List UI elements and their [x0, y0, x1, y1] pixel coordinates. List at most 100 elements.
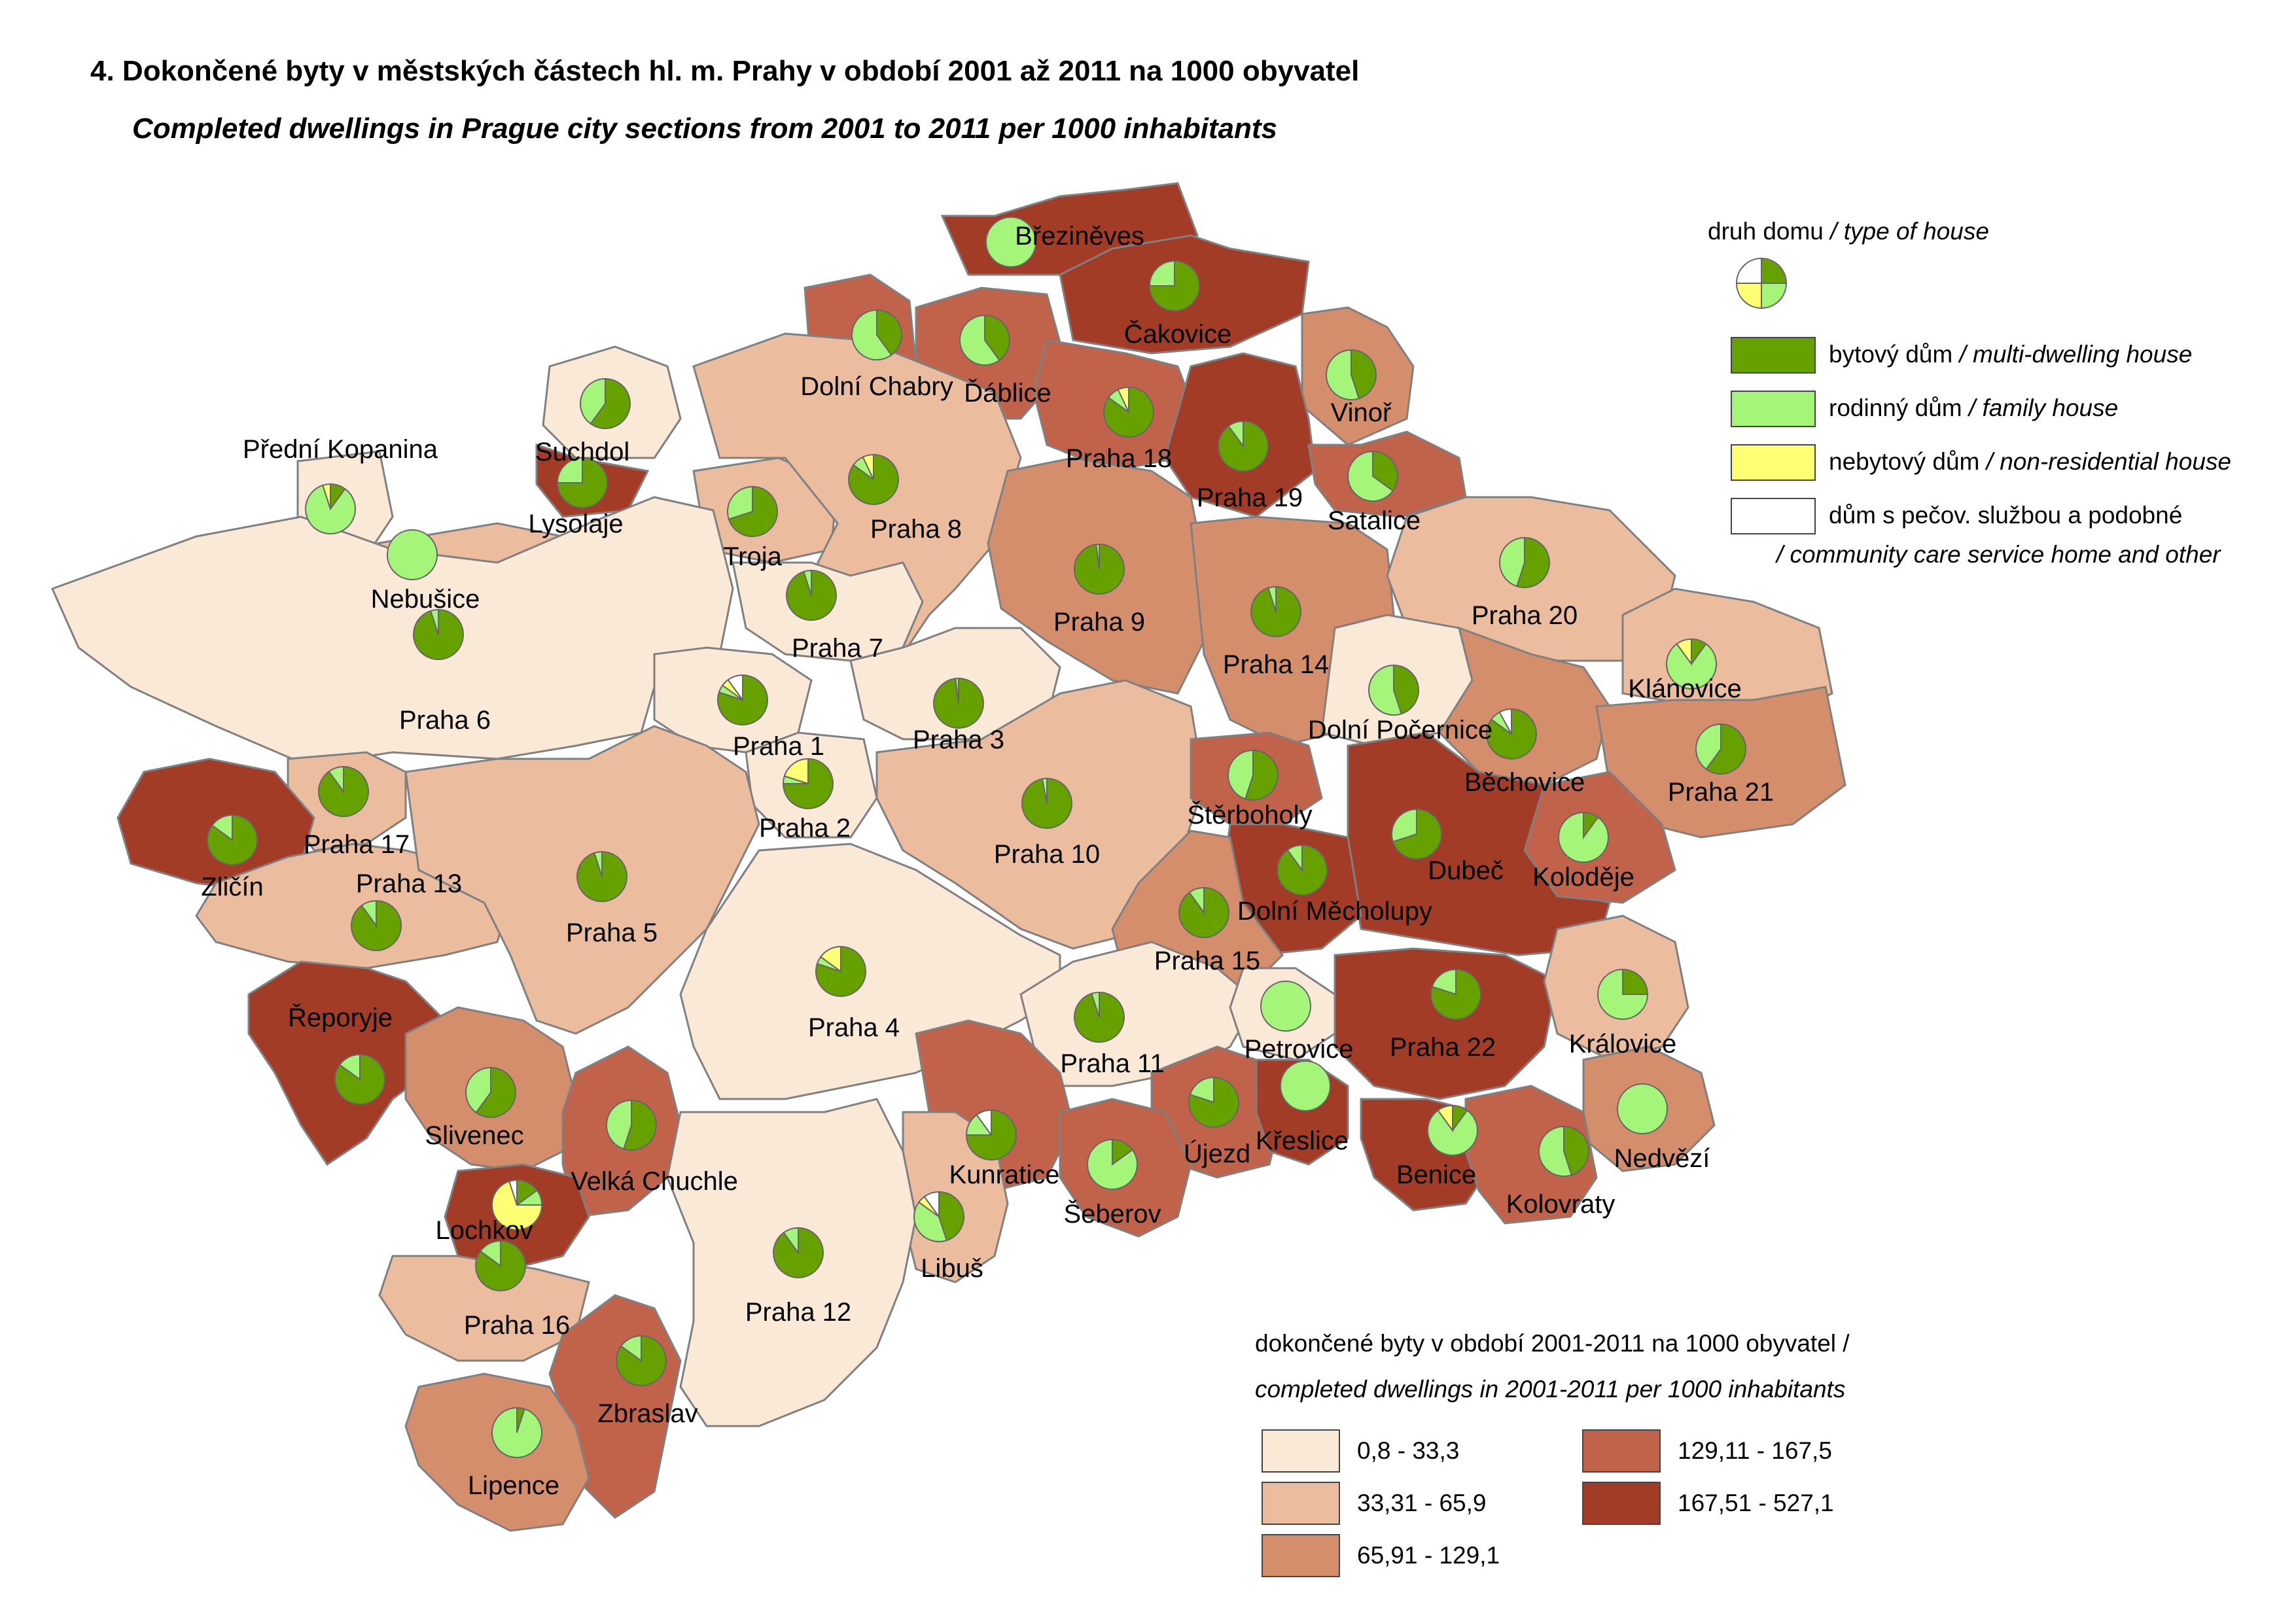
pie-slivenec-multi-slice: [475, 1066, 516, 1118]
pie-praha-12-family-slice: [783, 1227, 799, 1255]
legend-label-nonres-cz: nebytový dům: [1829, 448, 1980, 475]
district-label-kunratice: Kunratice: [949, 1161, 1060, 1189]
district-pie-bechovice: [1486, 708, 1537, 759]
district-label-praha-16: Praha 16: [464, 1311, 570, 1340]
district-pie-praha-11: [1074, 991, 1125, 1043]
district-pie-vinor: [1326, 349, 1377, 400]
district-pie-benice: [1427, 1104, 1478, 1156]
district-label-praha-5: Praha 5: [566, 918, 658, 947]
pie-bechovice-care-slice: [1498, 708, 1512, 735]
legend-label-family-en: / family house: [1968, 394, 2119, 421]
pie-praha-22-family-slice: [1431, 968, 1457, 996]
pie-ujezd-family-slice: [1189, 1076, 1214, 1104]
district-pie-ujezd: [1188, 1076, 1239, 1128]
district-pie-praha-12: [773, 1227, 824, 1278]
district-label-praha-6: Praha 6: [399, 706, 491, 735]
pie-zbraslav-family-slice: [620, 1335, 642, 1362]
pie-praha-1-care-slice: [727, 674, 743, 703]
district-label-lochkov: Lochkov: [436, 1216, 533, 1245]
density-legend-heading-en: completed dwellings in 2001-2011 per 100…: [1255, 1376, 1846, 1403]
district-pie-slivenec: [465, 1066, 516, 1118]
district-area-klanovice: [1621, 587, 1833, 721]
pie-benice-nonres-slice: [1437, 1104, 1453, 1133]
district-pie-zbraslav: [616, 1335, 667, 1386]
district-area-praha-22: [1333, 947, 1559, 1100]
pie-velka-chuchle-family-slice: [606, 1099, 632, 1150]
district-pie-praha-17: [318, 765, 369, 817]
district-pie-lipence: [491, 1406, 542, 1458]
legend-label-nonres: nebytový dům / non-residential house: [1829, 448, 2231, 476]
district-label-suchdol: Suchdol: [535, 438, 630, 466]
pie-suchdol-multi-slice: [590, 377, 631, 429]
pie-satalice-multi-slice: [1372, 450, 1398, 492]
district-label-praha-2: Praha 2: [759, 814, 851, 843]
pie-vinor-family-slice: [1326, 349, 1360, 400]
pie-praha-2-nonres-slice: [783, 758, 809, 785]
district-polygons: [50, 182, 1846, 1532]
district-pie-troja: [727, 485, 778, 537]
district-labels: Březiněves Čakovice Dolní Chabry Ďáblice Vin…: [201, 222, 1774, 1500]
pie-praha-2-multi-slice: [782, 758, 834, 809]
district-label-dolni-chabry: Dolní Chabry: [800, 372, 953, 401]
legend-sample-pie: [1735, 257, 1788, 309]
legend-swatch-nonres: [1731, 444, 1816, 481]
legend-swatch-care: [1731, 498, 1816, 534]
district-label-seberov: Šeberov: [1064, 1199, 1161, 1229]
district-pie-brezineves: [985, 217, 1036, 268]
district-pie-velka-chuchle: [606, 1099, 657, 1151]
pie-praha-20-family-slice: [1499, 536, 1525, 587]
district-pie-praha-8: [848, 453, 899, 505]
district-pie-praha-22: [1430, 968, 1481, 1020]
district-area-kolovraty: [1464, 1085, 1598, 1225]
density-label-4: 129,11 - 167,5: [1678, 1437, 1832, 1464]
pie-troja-family-slice: [727, 485, 753, 521]
pie-dolni-chabry-family-slice: [851, 309, 892, 360]
pie-kolovraty-multi-slice: [1563, 1125, 1589, 1176]
district-label-kolovraty: Kolovraty: [1506, 1190, 1616, 1219]
district-label-praha-15: Praha 15: [1154, 947, 1260, 975]
density-legend-heading-cz: dokončené byty v období 2001-2011 na 100…: [1255, 1330, 1850, 1357]
pie-kreslice-family-slice: [1280, 1060, 1331, 1111]
district-label-satalice: Satalice: [1328, 506, 1421, 535]
district-pie-kralovice: [1597, 968, 1649, 1020]
district-label-lysolaje: Lysolaje: [528, 510, 623, 538]
district-area-praha-6: [50, 496, 734, 767]
district-pie-lysolaje: [556, 457, 608, 508]
pie-nedvezi-family-slice: [1617, 1083, 1668, 1134]
density-swatch-2: [1262, 1482, 1340, 1525]
pie-praha-21-multi-slice: [1705, 723, 1746, 775]
district-pie-praha-14: [1250, 585, 1301, 637]
house-legend-heading: druh domu / type of house: [1708, 218, 1989, 245]
pie-cakovice-multi-slice: [1148, 260, 1200, 311]
legend-sample-multi-slice: [1761, 257, 1788, 284]
district-pie-satalice: [1347, 450, 1398, 502]
legend-label-family-cz: rodinný dům: [1829, 394, 1962, 421]
pie-slivenec-family-slice: [465, 1066, 491, 1114]
pie-praha-9-family-slice: [1095, 543, 1100, 570]
district-area-bechovice: [1438, 626, 1611, 786]
pie-praha-11-family-slice: [1090, 991, 1100, 1018]
pie-lochkov-care-slice: [508, 1179, 518, 1206]
district-pie-klanovice: [1666, 638, 1717, 689]
pie-dolni-mecholupy-family-slice: [1286, 844, 1303, 873]
district-pie-praha-6: [413, 608, 464, 660]
pie-kralovice-multi-slice: [1622, 968, 1649, 995]
pie-satalice-family-slice: [1347, 450, 1394, 502]
pie-kolodeje-family-slice: [1558, 811, 1609, 863]
district-label-kreslice: Křeslice: [1256, 1126, 1349, 1155]
legend-sample-family-slice: [1761, 283, 1788, 309]
legend-label-multi: bytový dům / multi-dwelling house: [1829, 341, 2192, 368]
pie-dablice-family-slice: [959, 314, 1000, 366]
district-pie-nebusice: [387, 529, 438, 580]
density-label-1: 0,8 - 33,3: [1357, 1437, 1460, 1464]
pie-kolovraty-family-slice: [1538, 1125, 1573, 1177]
district-label-praha-12: Praha 12: [745, 1298, 851, 1327]
district-label-praha-4: Praha 4: [808, 1013, 900, 1042]
district-label-praha-8: Praha 8: [870, 515, 962, 544]
district-pie-libus: [913, 1191, 964, 1242]
pie-praha-13-family-slice: [361, 899, 377, 928]
pie-kralovice-family-slice: [1597, 968, 1649, 1020]
district-label-praha-20: Praha 20: [1472, 601, 1578, 630]
district-label-praha-18: Praha 18: [1066, 444, 1172, 473]
district-pie-praha-9: [1074, 543, 1125, 595]
